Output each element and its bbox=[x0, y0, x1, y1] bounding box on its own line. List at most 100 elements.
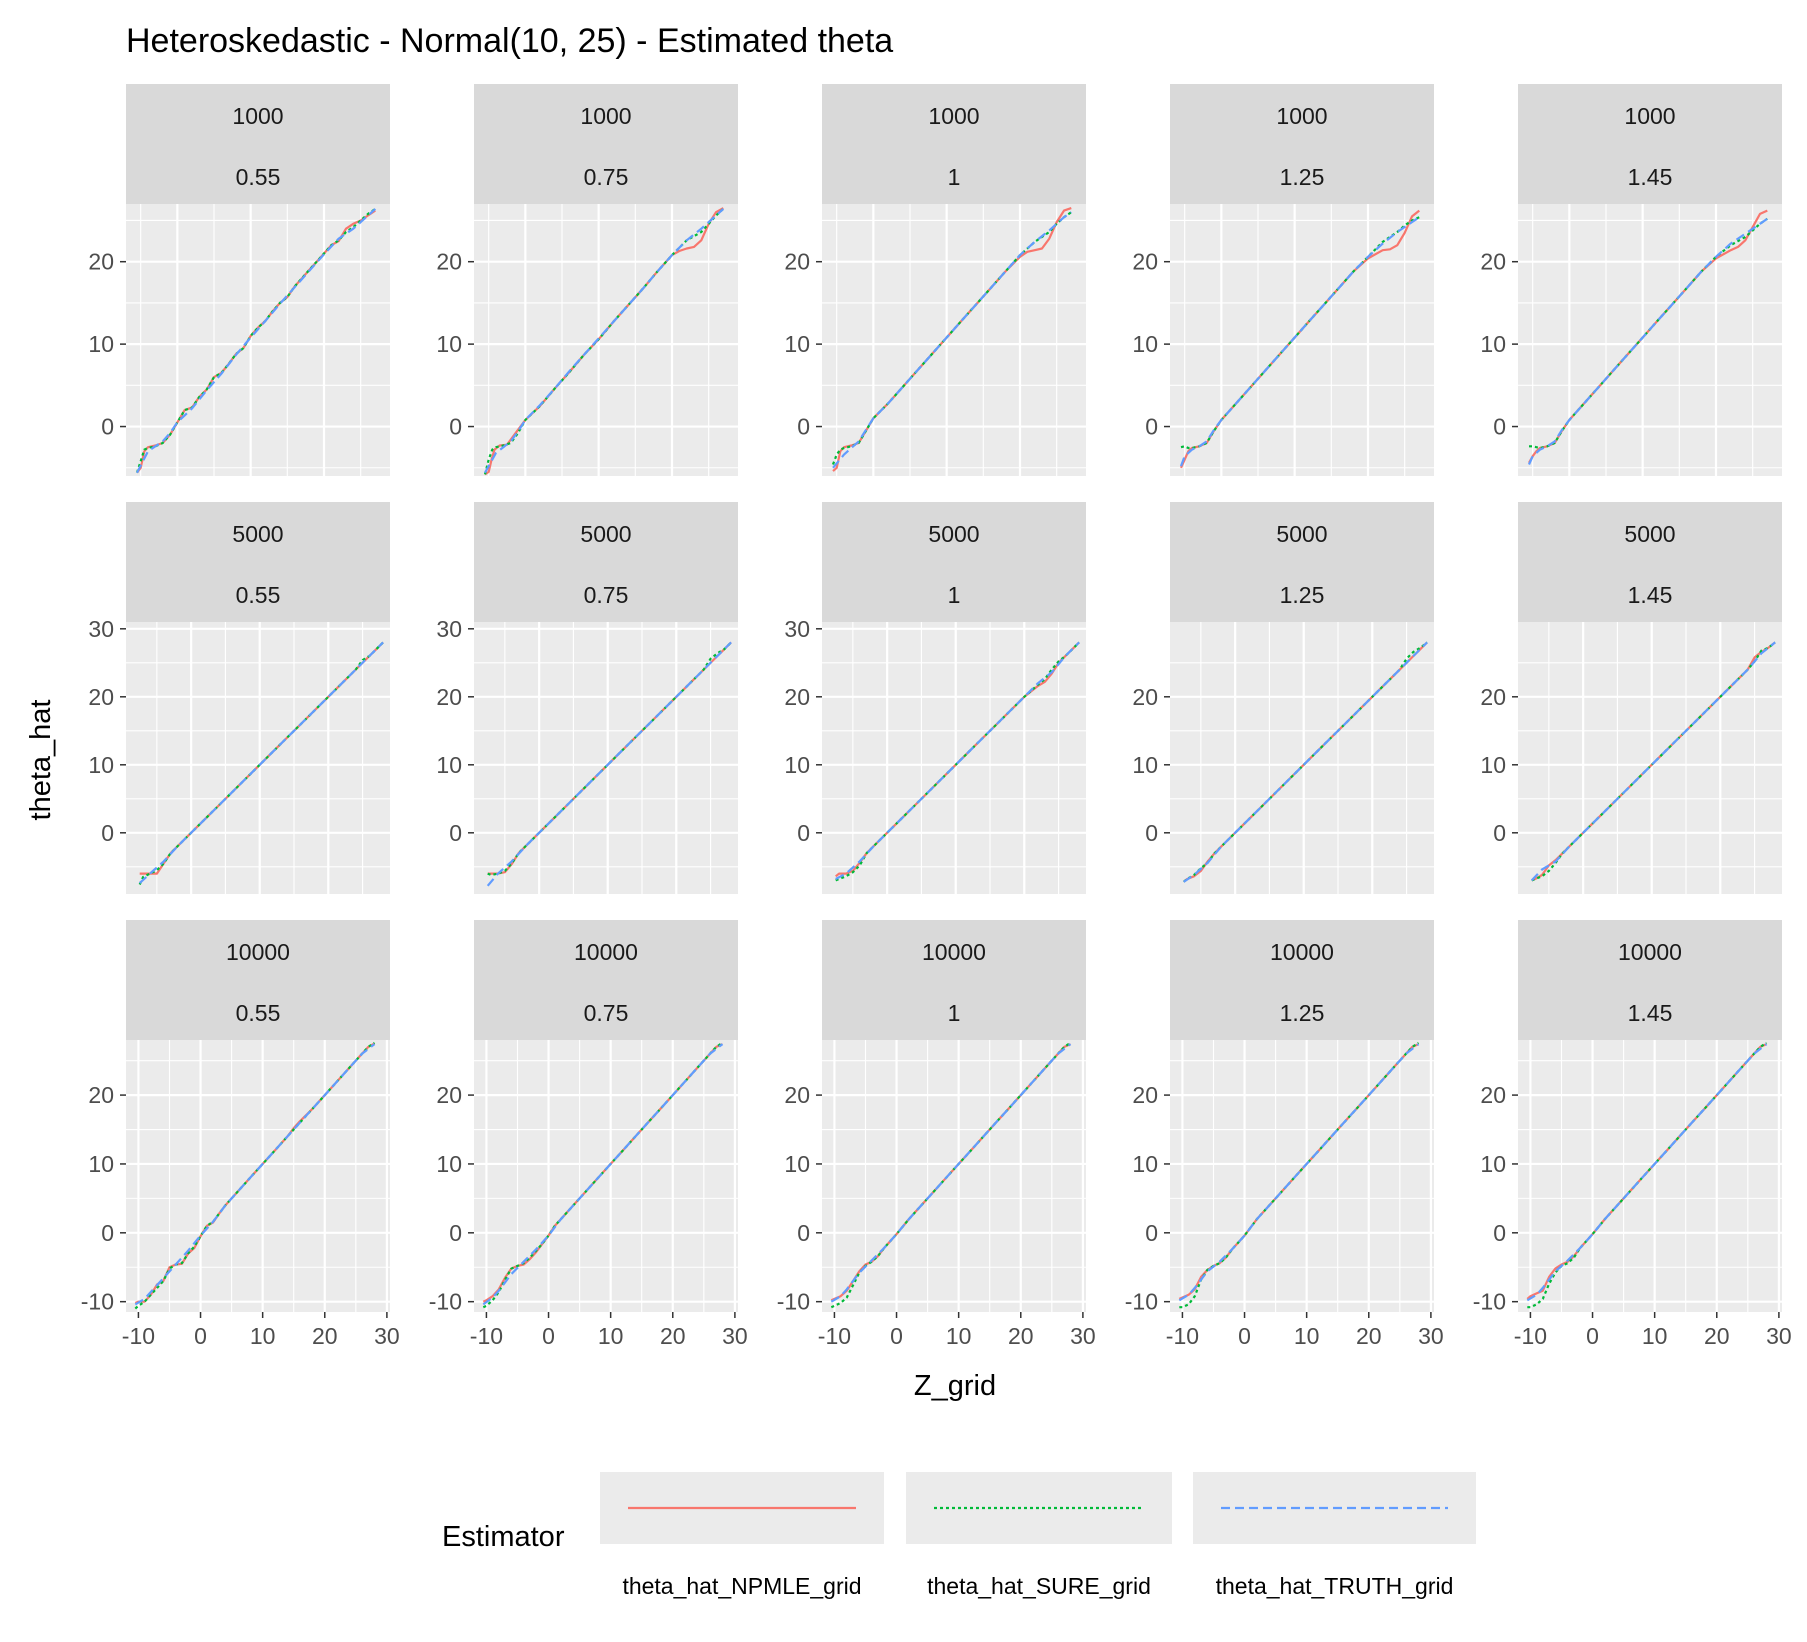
panel-n5000-s1_25: 5000 1.25 0 10 20 bbox=[1132, 502, 1434, 894]
y-tick-label: 20 bbox=[784, 1082, 810, 1108]
panel-series bbox=[138, 641, 384, 885]
x-tick-label: 20 bbox=[660, 1323, 686, 1349]
panel-n1000-s0_75: 1000 0.75 0 10 20 bbox=[436, 84, 738, 476]
panel-n1000-s0_55: 1000 0.55 0 10 20 bbox=[88, 84, 390, 476]
x-tick-label: -10 bbox=[122, 1323, 155, 1349]
legend-label-sure: theta_hat_SURE_grid bbox=[927, 1573, 1151, 1599]
facet-strip-n-label: 5000 bbox=[232, 521, 283, 547]
panel-background bbox=[126, 204, 390, 476]
facet-strip-s-label: 1.45 bbox=[1628, 582, 1673, 608]
facet-strip bbox=[474, 84, 738, 204]
series-line-truth bbox=[830, 1043, 1072, 1303]
panel-series bbox=[835, 641, 1080, 882]
x-tick-label: 10 bbox=[598, 1323, 624, 1349]
facet-strip-n-label: 10000 bbox=[1618, 939, 1682, 965]
facet-strip-n-label: 10000 bbox=[1270, 939, 1334, 965]
y-tick-label: 20 bbox=[436, 249, 462, 275]
facet-strip bbox=[822, 920, 1086, 1040]
y-tick-label: 20 bbox=[1480, 249, 1506, 275]
y-tick-label: 0 bbox=[1493, 1220, 1506, 1246]
y-tick-label: 10 bbox=[784, 752, 810, 778]
y-tick-label: 10 bbox=[1132, 752, 1158, 778]
y-tick-label: -10 bbox=[1473, 1289, 1506, 1315]
panel-series bbox=[1179, 209, 1420, 469]
series-line-sure bbox=[835, 641, 1080, 882]
panel-series bbox=[1527, 209, 1768, 465]
series-line-truth bbox=[484, 208, 725, 474]
y-tick-label: 0 bbox=[449, 820, 462, 846]
legend-label-truth: theta_hat_TRUTH_grid bbox=[1216, 1573, 1454, 1599]
y-tick-label: 0 bbox=[101, 820, 114, 846]
panel-series bbox=[1178, 1041, 1420, 1309]
panel-series bbox=[831, 207, 1072, 472]
x-tick-label: -10 bbox=[470, 1323, 503, 1349]
facet-strip-n-label: 1000 bbox=[928, 103, 979, 129]
y-tick-label: 20 bbox=[1480, 1082, 1506, 1108]
x-tick-label: 10 bbox=[250, 1323, 276, 1349]
series-line-truth bbox=[832, 211, 1072, 469]
facet-strip-s-label: 1 bbox=[948, 582, 961, 608]
facet-strip-s-label: 0.55 bbox=[236, 164, 281, 190]
y-tick-label: 0 bbox=[797, 820, 810, 846]
x-tick-label: 10 bbox=[1642, 1323, 1668, 1349]
panel-series bbox=[830, 1041, 1072, 1309]
panel-background bbox=[822, 622, 1086, 894]
y-tick-label: 10 bbox=[1480, 1151, 1506, 1177]
legend-label-npmle: theta_hat_NPMLE_grid bbox=[622, 1573, 861, 1599]
facet-panels: 10000.550102010000.750102010001010201000… bbox=[81, 84, 1792, 1349]
x-tick-label: 30 bbox=[1766, 1323, 1792, 1349]
facet-strip-s-label: 0.55 bbox=[236, 582, 281, 608]
facet-strip-n-label: 5000 bbox=[580, 521, 631, 547]
facet-strip-s-label: 0.75 bbox=[584, 1000, 629, 1026]
panel-background bbox=[1170, 622, 1434, 894]
facet-strip bbox=[1518, 84, 1782, 204]
facet-strip-n-label: 1000 bbox=[1276, 103, 1327, 129]
series-line-truth bbox=[1178, 1043, 1420, 1302]
y-axis-title: theta_hat bbox=[25, 700, 57, 821]
y-tick-label: 10 bbox=[436, 331, 462, 357]
y-tick-label: 20 bbox=[1480, 684, 1506, 710]
y-tick-label: 0 bbox=[449, 1220, 462, 1246]
x-tick-label: 10 bbox=[946, 1323, 972, 1349]
x-tick-label: 20 bbox=[1008, 1323, 1034, 1349]
panel-series bbox=[134, 1041, 376, 1310]
facet-strip bbox=[1170, 84, 1434, 204]
panel-series bbox=[1530, 641, 1776, 882]
y-tick-label: 10 bbox=[88, 331, 114, 357]
series-line-sure bbox=[831, 211, 1072, 465]
panel-series bbox=[135, 207, 377, 474]
legend-item-npmle: theta_hat_NPMLE_grid bbox=[600, 1472, 884, 1599]
facet-strip-n-label: 5000 bbox=[928, 521, 979, 547]
facet-strip-s-label: 0.75 bbox=[584, 164, 629, 190]
series-line-truth bbox=[1530, 641, 1776, 882]
y-tick-label: 0 bbox=[1145, 820, 1158, 846]
x-tick-label: 0 bbox=[194, 1323, 207, 1349]
y-tick-label: 30 bbox=[436, 616, 462, 642]
y-tick-label: 10 bbox=[88, 1151, 114, 1177]
facet-strip bbox=[126, 502, 390, 622]
facet-strip bbox=[474, 502, 738, 622]
x-tick-label: 0 bbox=[1238, 1323, 1251, 1349]
x-tick-label: 0 bbox=[890, 1323, 903, 1349]
x-tick-label: 10 bbox=[1294, 1323, 1320, 1349]
facet-strip-s-label: 0.75 bbox=[584, 582, 629, 608]
x-tick-label: 30 bbox=[374, 1323, 400, 1349]
facet-strip-s-label: 0.55 bbox=[236, 1000, 281, 1026]
y-tick-label: 0 bbox=[101, 414, 114, 440]
facet-strip-s-label: 1 bbox=[948, 1000, 961, 1026]
x-tick-label: 20 bbox=[312, 1323, 338, 1349]
legend-item-sure: theta_hat_SURE_grid bbox=[906, 1472, 1172, 1599]
facet-strip bbox=[1170, 502, 1434, 622]
panel-n10000-s1_25: 10000 1.25 -10 0 10 20 -10 0 10 20 30 bbox=[1125, 920, 1444, 1349]
y-tick-label: 0 bbox=[1493, 820, 1506, 846]
y-tick-label: 30 bbox=[88, 616, 114, 642]
panel-background bbox=[126, 1040, 390, 1312]
y-tick-label: 20 bbox=[436, 684, 462, 710]
y-tick-label: 10 bbox=[1480, 331, 1506, 357]
facet-strip-n-label: 1000 bbox=[580, 103, 631, 129]
series-line-truth bbox=[482, 1043, 724, 1306]
series-line-truth bbox=[486, 641, 732, 887]
y-tick-label: 20 bbox=[784, 249, 810, 275]
